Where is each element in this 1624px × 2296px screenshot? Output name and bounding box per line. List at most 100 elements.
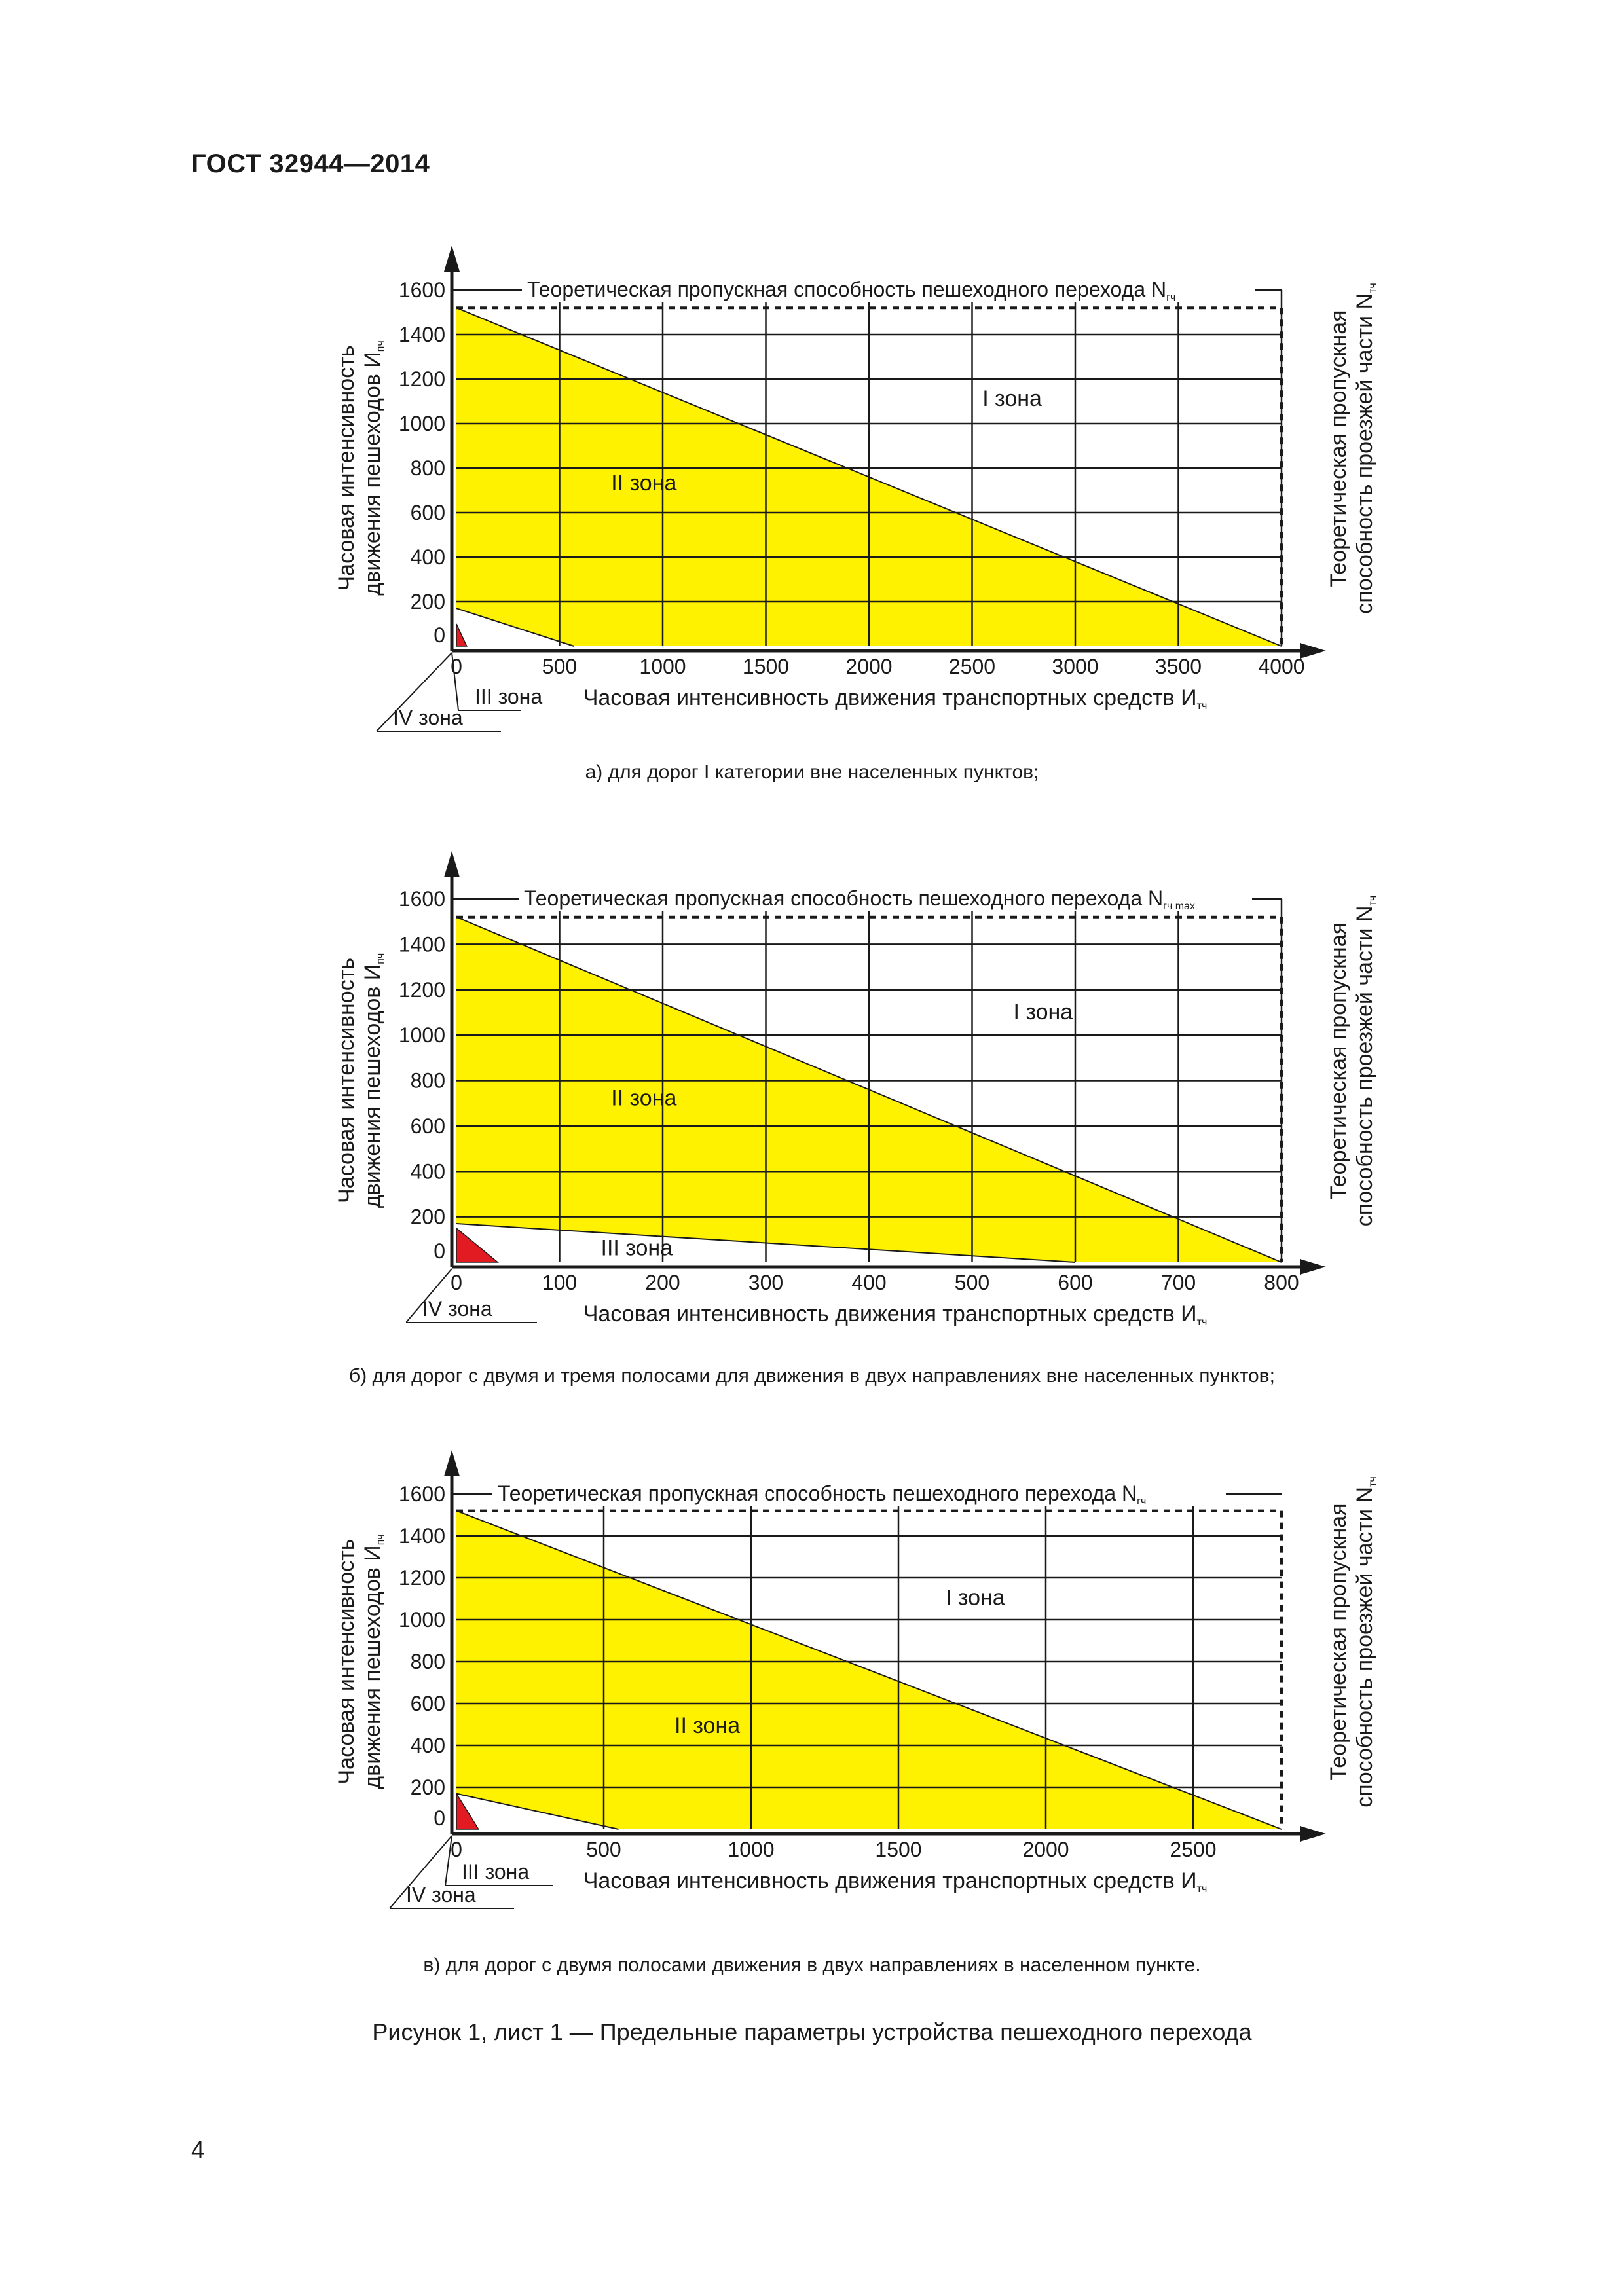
zone-III-boundary-line [456, 1223, 1076, 1263]
y-axis-label-group: Часовая интенсивность движения пешеходов … [334, 1534, 386, 1789]
right-label-line1: Теоретическая пропускная [1326, 1503, 1351, 1780]
x-axis-label-subscript: тч [1197, 1884, 1208, 1895]
y-axis-label-line2: движения пешеходов Ипч [360, 340, 386, 595]
x-tick-label-8: 4000 [1258, 655, 1304, 678]
right-label-line2-subscript: тч [1367, 1476, 1378, 1487]
chart-c-caption: в) для дорог с двумя полосами движения в… [423, 1954, 1201, 1976]
y-tick-label-7: 1400 [399, 932, 445, 956]
chart-title: Теоретическая пропускная способность пеш… [498, 1482, 1146, 1507]
zone-label-2: III зона [601, 1236, 673, 1261]
y-tick-label-8: 1600 [399, 278, 445, 302]
zone-label-1: II зона [611, 471, 676, 496]
zone-leader-2 [445, 1835, 452, 1886]
zone-IV-area [456, 623, 468, 647]
zone-label-0: I зона [982, 386, 1042, 411]
zone-label-3: IV зона [406, 1883, 476, 1906]
chart-title: Теоретическая пропускная способность пеш… [527, 278, 1175, 303]
x-axis-arrow [1300, 1259, 1326, 1275]
zone-label-1: II зона [611, 1086, 676, 1111]
title-background [492, 1480, 1226, 1506]
x-tick-label-5: 500 [955, 1271, 989, 1294]
x-tick-label-4: 400 [851, 1271, 886, 1294]
y-tick-label-4: 800 [411, 456, 445, 480]
zone-II-boundary-line [456, 916, 1282, 1263]
y-axis-label-line1: Часовая интенсивность [334, 346, 359, 591]
y-tick-label-7: 1400 [399, 1524, 445, 1548]
y-tick-label-3: 600 [411, 1692, 445, 1715]
x-tick-label-3: 1500 [743, 655, 789, 678]
y-tick-label-8: 1600 [399, 1482, 445, 1506]
zone-label-2: III зона [462, 1860, 529, 1884]
y-tick-label-8: 1600 [399, 887, 445, 911]
x-tick-label-4: 2000 [845, 655, 892, 678]
y-tick-label-4: 800 [411, 1069, 445, 1093]
x-tick-label-1: 500 [586, 1838, 621, 1861]
zone-label-0: I зона [946, 1586, 1005, 1611]
y-tick-label-0: 0 [434, 1239, 445, 1263]
y-tick-label-2: 400 [411, 545, 445, 569]
y-tick-label-0: 0 [434, 1806, 445, 1830]
y-tick-label-6: 1200 [399, 1566, 445, 1590]
y-tick-label-0: 0 [434, 623, 445, 647]
y-axis-label-line2-subscript: пч [375, 340, 386, 352]
chart-b: 0 200 400 600 800 1000 1200 1400 1600 0 100 200 300 4… [334, 851, 1378, 1328]
y-axis-label-line2-subscript: пч [375, 953, 386, 964]
title-background [519, 884, 1252, 911]
document-header: ГОСТ 32944—2014 [191, 149, 430, 178]
y-tick-label-1: 200 [411, 1205, 445, 1229]
x-axis-arrow [1300, 1826, 1326, 1842]
right-label-line1: Теоретическая пропускная [1326, 310, 1351, 587]
figure-caption: Рисунок 1, лист 1 — Предельные параметры… [372, 2018, 1252, 2045]
x-tick-label-0: 0 [451, 1271, 462, 1294]
y-tick-label-4: 800 [411, 1650, 445, 1673]
zone-IV-area [456, 1791, 480, 1830]
x-tick-label-7: 3500 [1155, 655, 1202, 678]
y-axis-label-line1: Часовая интенсивность [334, 1539, 359, 1785]
right-label-group: Теоретическая пропускная способность прое… [1326, 283, 1378, 613]
zone-leader-2 [451, 652, 459, 711]
y-axis-arrow [444, 851, 460, 877]
chart-title: Теоретическая пропускная способность пеш… [524, 886, 1195, 912]
y-tick-label-2: 400 [411, 1159, 445, 1183]
x-axis-arrow [1300, 643, 1326, 659]
x-tick-label-1: 100 [542, 1271, 577, 1294]
x-axis-label: Часовая интенсивность движения транспорт… [583, 685, 1208, 712]
x-axis-label-subscript: тч [1197, 701, 1208, 712]
y-tick-label-3: 600 [411, 1114, 445, 1138]
y-tick-label-6: 1200 [399, 978, 445, 1002]
y-axis-label-line2: движения пешеходов Ипч [360, 1534, 386, 1789]
right-label-line2-subscript: тч [1367, 283, 1378, 293]
y-tick-label-5: 1000 [399, 412, 445, 435]
chart-title-subscript: гч [1166, 292, 1175, 303]
chart-b-caption: б) для дорог с двумя и тремя полосами дл… [349, 1365, 1275, 1387]
zone-leader-3 [376, 652, 452, 732]
zone-label-3: IV зона [393, 706, 463, 729]
zone-label-1: II зона [674, 1713, 740, 1738]
page-number: 4 [191, 2136, 205, 2163]
x-tick-label-2: 1000 [639, 655, 686, 678]
y-axis-label-group: Часовая интенсивность движения пешеходов … [334, 340, 386, 595]
zone-label-0: I зона [1014, 1000, 1073, 1025]
x-tick-label-3: 1500 [875, 1838, 921, 1861]
x-tick-label-6: 3000 [1052, 655, 1098, 678]
right-label-line1: Теоретическая пропускная [1326, 922, 1351, 1199]
y-axis-label-line1: Часовая интенсивность [334, 958, 359, 1203]
x-axis-label-subscript: тч [1197, 1317, 1208, 1328]
chart-c: 0 200 400 600 800 1000 1200 1400 1600 0 500 1000 150… [334, 1450, 1378, 1909]
y-tick-label-1: 200 [411, 590, 445, 613]
y-tick-label-6: 1200 [399, 367, 445, 391]
y-tick-label-5: 1000 [399, 1608, 445, 1631]
chart-a-caption: а) для дорог I категории вне населенных … [585, 761, 1039, 783]
y-tick-label-2: 400 [411, 1734, 445, 1757]
zone-label-2: III зона [475, 685, 542, 708]
y-axis-label-line2-subscript: пч [375, 1534, 386, 1545]
x-tick-label-6: 600 [1058, 1271, 1092, 1294]
right-label-line2: способность проезжей части Nтч [1352, 283, 1378, 613]
y-tick-label-5: 1000 [399, 1023, 445, 1047]
zone-III-boundary-line [456, 608, 574, 647]
zone-II-boundary-line [456, 1510, 1282, 1830]
x-tick-label-7: 700 [1161, 1271, 1196, 1294]
x-tick-label-0: 0 [451, 1838, 462, 1861]
right-label-group: Теоретическая пропускная способность прое… [1326, 896, 1378, 1226]
